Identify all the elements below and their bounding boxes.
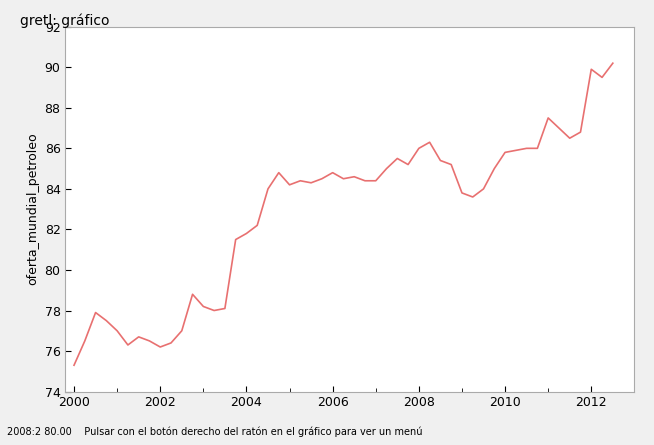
Text: gretl: gráfico: gretl: gráfico [20, 13, 109, 28]
Y-axis label: oferta_mundial_petroleo: oferta_mundial_petroleo [26, 133, 39, 285]
Text: 2008:2 80.00    Pulsar con el botón derecho del ratón en el gráfico para ver un : 2008:2 80.00 Pulsar con el botón derecho… [7, 426, 422, 437]
